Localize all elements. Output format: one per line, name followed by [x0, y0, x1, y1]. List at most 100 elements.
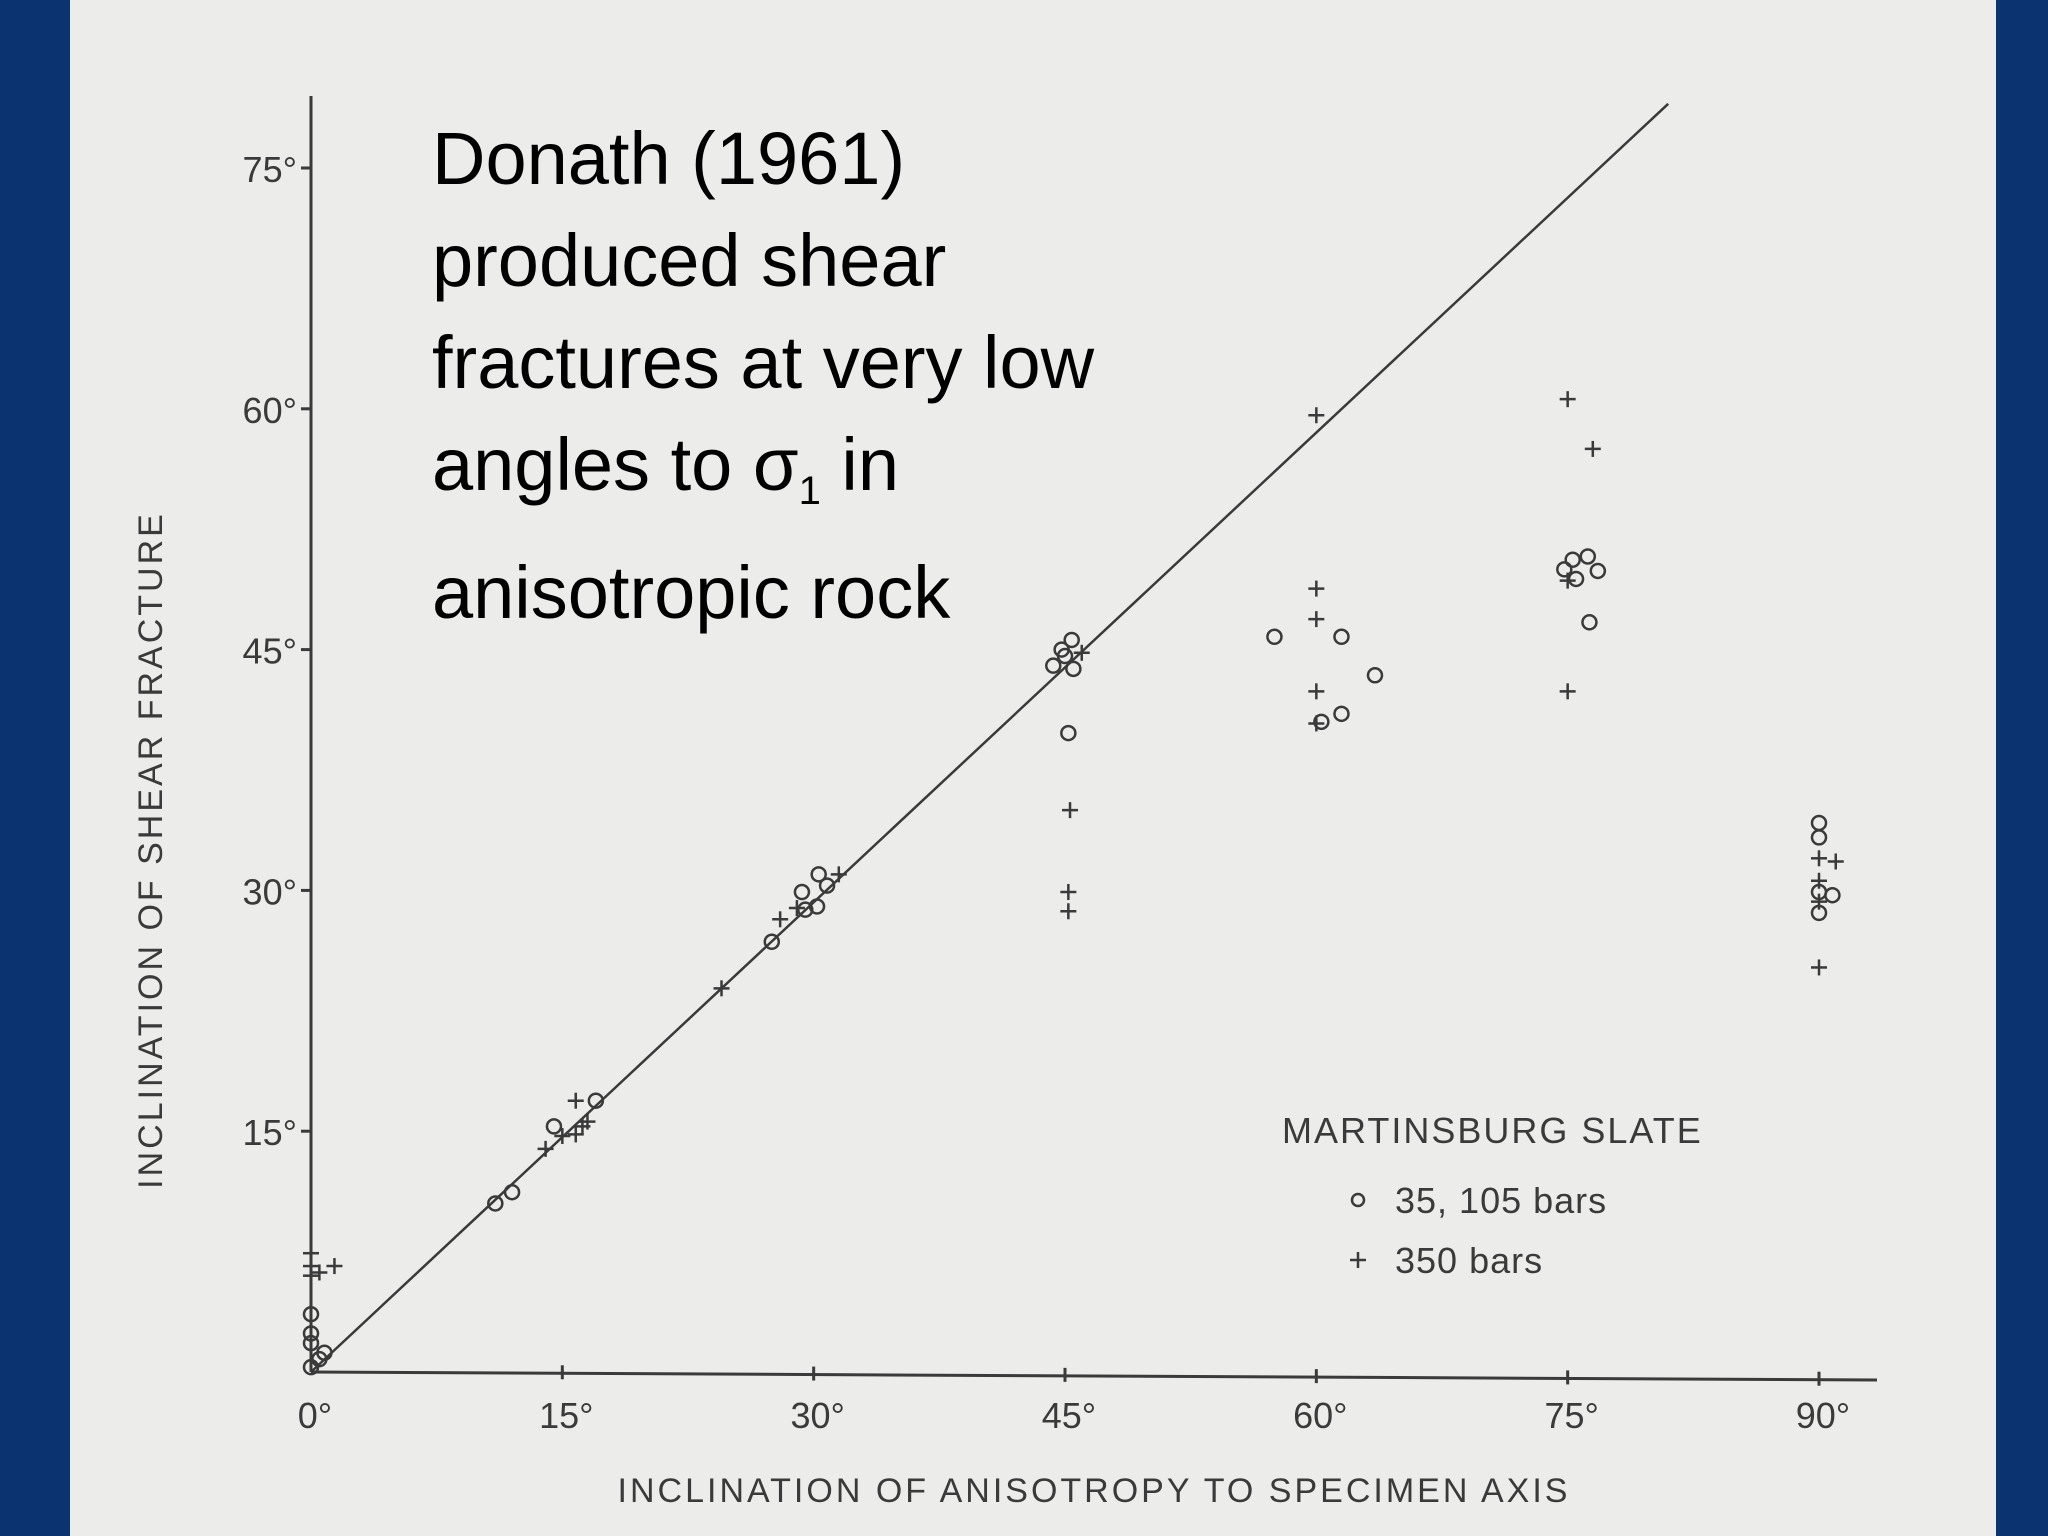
caption-line-5: anisotropic rock [432, 551, 951, 634]
data-point-circle [763, 933, 781, 951]
data-point-plus [537, 1140, 554, 1157]
data-point-circle [1579, 548, 1597, 565]
x-axis-ticks: 0° 15° 30° 45° 60° 75° 90° [298, 1365, 1850, 1436]
chart-axes: 15° 30° 45° 60° 75° 0° 15° 30° 45° 60° 75° 90° [243, 96, 1878, 1436]
data-point-plus [1060, 903, 1077, 920]
data-point-plus [1308, 407, 1325, 424]
caption-line-4-text: angles to σ [432, 423, 799, 506]
x-axis-line [310, 1370, 1878, 1382]
x-axis-label: INCLINATION OF ANISOTROPY TO SPECIMEN AX… [618, 1472, 1571, 1510]
legend-entry-plus: 350 bars [1395, 1240, 1543, 1281]
data-point-circle [487, 1195, 504, 1212]
y-tick-label: 75° [243, 149, 297, 190]
data-point-circle [1556, 561, 1573, 578]
data-point-circle [587, 1092, 605, 1109]
data-point-plus [1811, 850, 1827, 867]
data-point-plus [1073, 644, 1090, 661]
legend-circle-marker [1350, 1192, 1366, 1208]
data-point-circle [1065, 660, 1082, 678]
caption-text: Donath (1961) produced shear fractures a… [432, 108, 1152, 644]
data-point-circle [302, 1334, 320, 1352]
data-point-plus [713, 980, 730, 997]
data-point-plus [1308, 580, 1325, 597]
y-axis-ticks: 15° 30° 45° 60° 75° [243, 149, 311, 1153]
data-point-plus [1559, 572, 1576, 589]
data-point-circle [808, 898, 826, 915]
y-tick-label: 60° [243, 390, 297, 431]
y-tick-label: 45° [243, 631, 297, 672]
scatter-chart: 15° 30° 45° 60° 75° 0° 15° 30° 45° 60° 75° 90° INC… [132, 96, 1878, 1510]
data-point-plus [1584, 440, 1601, 457]
x-tick-label: 60° [1293, 1395, 1347, 1436]
data-point-circle [1581, 614, 1598, 631]
x-tick-label: 75° [1544, 1395, 1598, 1436]
data-point-plus [772, 911, 789, 928]
data-point-plus [830, 866, 847, 883]
y-axis-label: INCLINATION OF SHEAR FRACTURE [132, 511, 170, 1189]
data-point-plus [1559, 683, 1576, 700]
caption-subscript: 1 [798, 469, 821, 513]
data-point-circle [1333, 628, 1350, 646]
data-points [302, 391, 1844, 1376]
data-point-circle [1056, 647, 1074, 665]
data-point-plus [1060, 884, 1077, 901]
data-point-circle [1567, 570, 1585, 588]
data-point-plus [1559, 391, 1576, 408]
x-tick-label: 45° [1042, 1395, 1096, 1436]
caption-line-1: Donath (1961) [432, 117, 906, 200]
data-point-circle [1266, 628, 1283, 646]
data-point-plus [1308, 683, 1325, 700]
caption-line-2: produced shear [432, 219, 947, 302]
x-tick-label: 0° [298, 1395, 332, 1436]
data-point-plus [326, 1258, 343, 1275]
data-point-circle [302, 1325, 320, 1342]
data-point-circle [1313, 713, 1330, 731]
data-point-plus [554, 1128, 571, 1145]
data-point-circle [797, 901, 814, 918]
data-point-plus [1308, 715, 1325, 732]
scanned-figure-page: 15° 30° 45° 60° 75° 0° 15° 30° 45° 60° 75° 90° INC… [70, 0, 1996, 1536]
data-point-plus [567, 1092, 584, 1109]
x-tick-label: 30° [790, 1395, 844, 1436]
data-point-circle [1810, 829, 1828, 846]
caption-line-4: angles to σ1 in [432, 414, 1152, 542]
data-point-plus [311, 1264, 328, 1281]
y-tick-label: 30° [243, 871, 297, 912]
data-point-circle [302, 1305, 320, 1323]
data-point-circle [793, 883, 811, 901]
data-point-plus [1811, 872, 1827, 889]
caption-line-4-end: in [820, 423, 899, 506]
x-tick-label: 15° [539, 1395, 593, 1436]
legend-entry-circle: 35, 105 bars [1395, 1180, 1607, 1221]
data-point-plus [303, 1267, 319, 1284]
data-point-circle [1045, 657, 1062, 674]
data-point-circle [1810, 814, 1828, 832]
data-point-plus [579, 1113, 596, 1130]
data-point-circle [1366, 667, 1384, 684]
data-point-circle [1060, 724, 1077, 742]
reference-diagonal-line [310, 102, 1670, 1373]
data-point-plus [1827, 853, 1844, 870]
data-point-plus [1811, 959, 1827, 976]
legend: MARTINSBURG SLATE 35, 105 bars 350 bars [1282, 1110, 1703, 1281]
data-point-circle [810, 866, 827, 883]
data-point-circle [503, 1183, 521, 1201]
data-point-plus [1811, 893, 1827, 910]
data-point-circle [1333, 705, 1350, 723]
y-tick-label: 15° [243, 1112, 297, 1153]
data-point-circle [1589, 562, 1607, 580]
legend-plus-marker [1350, 1252, 1366, 1268]
data-point-circle [316, 1344, 333, 1361]
legend-title: MARTINSBURG SLATE [1282, 1110, 1703, 1151]
caption-line-3: fractures at very low [432, 321, 1095, 404]
data-point-plus [567, 1126, 584, 1143]
x-tick-label: 90° [1796, 1395, 1850, 1436]
data-point-circle [1824, 886, 1841, 904]
data-point-plus [1062, 802, 1079, 819]
data-point-circle [818, 877, 836, 894]
data-point-plus [788, 900, 805, 917]
data-point-circle [1063, 631, 1080, 649]
data-point-plus [1308, 611, 1325, 628]
data-point-circle [545, 1118, 563, 1135]
